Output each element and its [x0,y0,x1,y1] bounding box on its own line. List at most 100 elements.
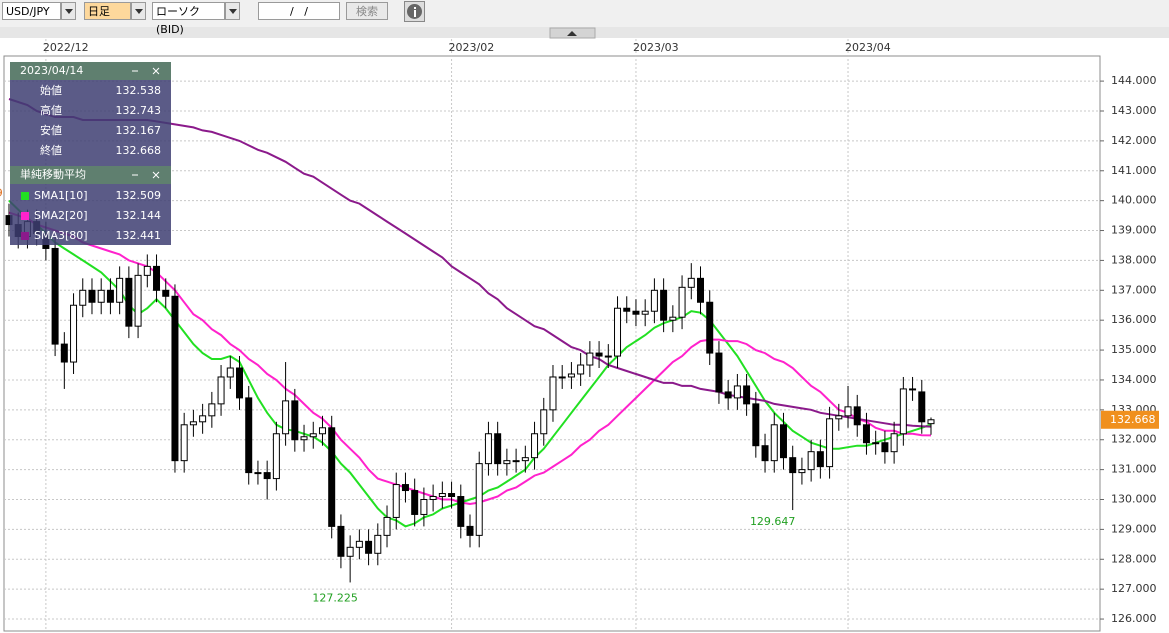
candle-body [549,376,557,411]
candle-body [125,277,133,327]
panel-header [10,62,171,80]
x-tick-label: 2023/04 [845,41,891,54]
candle-body [743,385,751,405]
candle-body [337,525,345,557]
candle-body [171,295,179,462]
high-annotation: 139.9 [0,187,3,200]
candle-body [448,493,456,498]
y-tick-label: 136.000 [1111,313,1157,326]
low-value: 132.167 [116,124,162,137]
candle-body [835,415,843,420]
dropdown-arrow[interactable] [225,2,240,20]
panel-header [10,166,171,184]
candle-body [457,496,465,527]
candle-body [752,403,760,447]
candle-body [872,442,880,445]
candle-body [595,352,603,357]
candle-body [355,540,363,548]
kind-select[interactable]: ローソク(BID) [152,2,225,36]
legend-label: SMA3[80] [34,229,88,242]
candle-body [669,316,677,321]
price-tag [1101,410,1159,429]
candle-body [282,400,290,435]
legend-swatch [21,232,29,240]
open-label: 始値 [40,83,62,97]
candle-body [79,289,87,306]
dropdown-arrow[interactable] [131,2,146,20]
period-text: 日足 [88,5,110,18]
candle-body [208,403,216,417]
candle-body [512,460,520,463]
candle-body [494,433,502,465]
y-tick-label: 138.000 [1111,253,1157,266]
candle-body [60,343,68,363]
y-tick-label: 142.000 [1111,134,1157,147]
candle-body [318,427,326,435]
candle-body [484,433,492,465]
candle-body [862,424,870,444]
candle-body [697,277,704,303]
collapse-icon [567,31,577,36]
y-tick-label: 141.000 [1111,164,1157,177]
candle-body [641,310,649,315]
legend-swatch [21,192,29,200]
candle-body [733,385,741,399]
candle-body [927,419,935,425]
panel-date: 2023/04/14 [20,64,83,77]
low-label: 安値 [40,123,62,137]
date-text: / / [290,5,308,18]
period-select[interactable]: 日足 [84,2,131,20]
candle-body [678,286,686,318]
candle-body [116,277,124,303]
dropdown-arrow[interactable] [61,2,76,20]
candle-body [826,418,834,468]
candle-body [881,442,889,453]
candle-body [466,525,474,536]
y-tick-label: 140.000 [1111,194,1157,207]
candle-body [309,433,317,438]
panel-background [10,62,171,245]
legend-label: SMA2[20] [34,209,88,222]
search-button[interactable]: 検索 [346,2,388,20]
candle-body [540,409,548,435]
candle-body [567,373,575,378]
candle-body [189,421,197,426]
y-tick-label: 143.000 [1111,104,1157,117]
candle-body [153,265,161,291]
close-label: 終値 [40,143,62,157]
close-icon[interactable] [152,67,160,75]
candle-body [217,376,225,405]
candle-body [577,364,585,375]
candle-body [779,424,787,459]
candle-body [411,490,419,515]
candle-body [401,484,409,492]
info-button[interactable] [404,1,425,22]
candle-body [761,445,769,462]
close-icon[interactable] [152,171,160,179]
candle-body [106,289,114,303]
candle-body [687,277,695,288]
y-tick-label: 127.000 [1111,582,1157,595]
candle-body [383,516,391,536]
open-value: 132.538 [116,84,162,97]
candle-body [632,310,640,315]
legend-label: SMA1[10] [34,189,88,202]
candle-body [374,534,382,554]
candle-body [328,427,336,527]
info-panel: 2023/04/14 始値 132.538 高値 132.743 安値 132.… [10,62,171,245]
plot-area [3,55,1101,632]
price-tag-label: 132.668 [1110,413,1156,426]
candle-body [272,433,280,480]
y-tick-label: 132.000 [1111,433,1157,446]
date-input[interactable]: / / [258,2,340,20]
candle-body [134,274,142,327]
legend-value: 132.144 [116,209,162,222]
candle-body [143,265,151,276]
candle-body [475,463,483,536]
pair-select[interactable]: USD/JPY [2,2,61,20]
candle-body [816,451,824,468]
candle-body [853,406,861,426]
candle-body [531,433,539,459]
candle-body [798,469,806,474]
